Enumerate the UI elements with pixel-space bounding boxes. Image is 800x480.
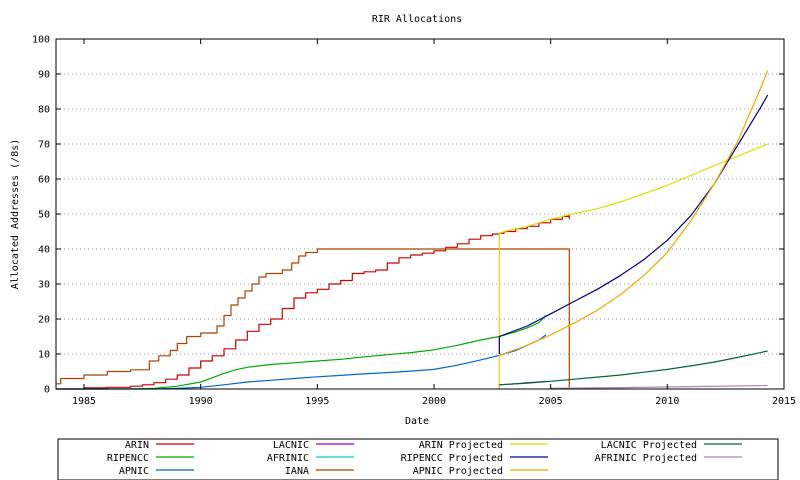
- y-axis-label: Allocated Addresses (/8s): [10, 139, 21, 290]
- x-tick-label: 2015: [772, 396, 796, 407]
- series-line-arin: [56, 214, 570, 390]
- legend-label-arin: ARIN: [125, 440, 149, 451]
- legend-label-lacnic: LACNIC: [273, 440, 309, 451]
- legend-label-arin-projected: ARIN Projected: [419, 440, 503, 451]
- x-tick-label: 2005: [539, 396, 563, 407]
- y-tick-label: 70: [38, 140, 50, 151]
- legend-box: [57, 438, 779, 480]
- x-tick-label: 2000: [422, 396, 446, 407]
- series-lines: [56, 70, 769, 390]
- y-tick-label: 40: [38, 245, 50, 256]
- legend-label-iana: IANA: [285, 466, 309, 477]
- grid: [56, 73, 784, 355]
- y-tick-label: 90: [38, 70, 50, 81]
- series-line-apnic-projected: [499, 70, 769, 356]
- legend-label-ripencc-projected: RIPENCC Projected: [401, 453, 503, 464]
- y-tick-label: 80: [38, 105, 50, 116]
- y-tick-label: 100: [32, 35, 50, 46]
- legend: ARIN RIPENCC APNIC LACNIC AFRINIC IANA ARIN Pr…: [107, 440, 742, 477]
- y-tick-label: 20: [38, 315, 50, 326]
- legend-label-ripencc: RIPENCC: [107, 453, 149, 464]
- legend-label-afrinic: AFRINIC: [267, 453, 309, 464]
- y-tick-label: 0: [44, 385, 50, 396]
- legend-label-afrinic-projected: AFRINIC Projected: [595, 453, 697, 464]
- series-line-afrinic-projected: [550, 384, 768, 389]
- x-axis-label: Date: [405, 416, 429, 427]
- legend-label-lacnic-projected: LACNIC Projected: [601, 440, 697, 451]
- x-tick-label: 1995: [305, 396, 329, 407]
- x-tick-label: 2010: [655, 396, 679, 407]
- x-tick-label: 1985: [72, 396, 96, 407]
- y-tick-label: 60: [38, 175, 50, 186]
- axis-ticks: 0 10 20 30 40 50 60 70 80 90 100 1985 1990 1995 2000 20…: [32, 35, 796, 408]
- y-tick-label: 10: [38, 350, 50, 361]
- series-line-apnic: [56, 334, 547, 390]
- legend-label-apnic: APNIC: [119, 466, 149, 477]
- chart-title: RIR Allocations: [372, 14, 462, 25]
- y-tick-label: 30: [38, 280, 50, 291]
- legend-label-apnic-projected: APNIC Projected: [413, 466, 503, 477]
- series-line-iana: [56, 248, 570, 389]
- series-line-ripencc-projected: [498, 94, 769, 354]
- x-tick-label: 1990: [189, 396, 213, 407]
- y-tick-label: 50: [38, 210, 50, 221]
- series-line-lacnic-projected: [499, 350, 768, 386]
